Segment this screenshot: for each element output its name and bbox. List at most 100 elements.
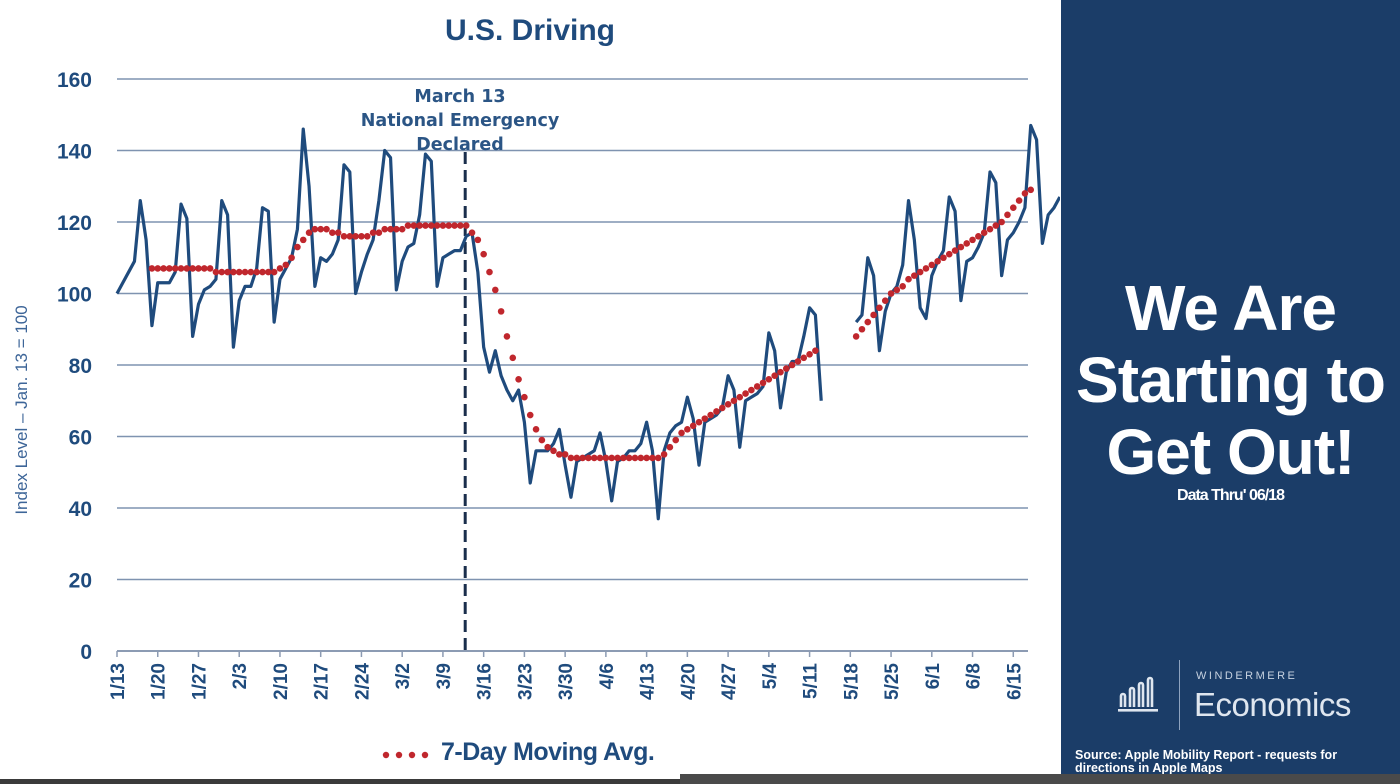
moving-avg-point [550, 447, 557, 455]
data-thru-label: Data Thru' 06/18 [1177, 487, 1285, 504]
moving-avg-point [369, 229, 377, 237]
moving-avg-point [1015, 197, 1023, 204]
moving-avg-point [980, 229, 988, 237]
moving-avg-point [387, 225, 394, 233]
moving-avg-point [160, 265, 167, 272]
x-tick-label: 4/27 [719, 663, 740, 700]
moving-avg-point [462, 222, 470, 229]
moving-avg-point [643, 454, 650, 462]
moving-avg-point [876, 304, 883, 312]
moving-avg-point [317, 225, 325, 233]
moving-avg-point [881, 297, 889, 304]
y-tick-label: 100 [57, 284, 92, 307]
moving-avg-point [241, 268, 249, 276]
moving-avg-point [765, 376, 773, 383]
moving-avg-point [282, 261, 290, 269]
moving-avg-point [457, 222, 464, 229]
moving-avg-point [631, 454, 639, 462]
moving-avg-point [1021, 190, 1029, 197]
moving-avg-point [957, 243, 965, 251]
moving-avg-point [870, 311, 877, 319]
moving-avg-point [660, 451, 668, 458]
moving-avg-point [590, 454, 598, 462]
moving-avg-point [247, 268, 255, 276]
moving-avg-point [538, 436, 546, 444]
y-tick-label: 0 [80, 641, 92, 664]
moving-avg-point [736, 393, 744, 401]
moving-avg-point [526, 411, 534, 419]
moving-avg-point [503, 333, 511, 340]
moving-avg-point [521, 393, 528, 401]
moving-avg-point [625, 454, 633, 462]
moving-avg-point [998, 218, 1005, 226]
moving-avg-point [201, 265, 208, 272]
moving-avg-point [329, 229, 336, 237]
moving-avg-point [480, 250, 487, 258]
moving-avg-point [934, 258, 941, 265]
moving-avg-point [270, 268, 278, 276]
moving-avg-point [666, 443, 674, 451]
y-tick-label: 140 [57, 141, 92, 164]
moving-avg-point [730, 397, 738, 405]
moving-avg-point [1027, 186, 1035, 194]
moving-avg-point [864, 318, 872, 326]
moving-avg-point [422, 222, 429, 229]
moving-avg-point [724, 401, 732, 408]
moving-avg-point [777, 368, 784, 376]
moving-avg-point [183, 265, 191, 272]
moving-avg-point [561, 451, 569, 458]
moving-avg-point [899, 283, 906, 290]
headline-line-3: Get Out! [1106, 416, 1356, 488]
moving-avg-point [783, 365, 790, 372]
moving-avg-point [451, 222, 458, 229]
moving-avg-point [911, 272, 918, 279]
moving-avg-point [206, 265, 214, 272]
moving-avg-point [340, 233, 348, 240]
y-tick-label: 60 [69, 427, 92, 450]
moving-avg-point [748, 386, 755, 394]
moving-avg-point [672, 436, 680, 444]
moving-avg-point [759, 379, 767, 387]
moving-avg-point [637, 454, 645, 462]
moving-avg-point [265, 268, 272, 276]
moving-avg-point [410, 222, 418, 229]
moving-avg-point [689, 422, 697, 430]
moving-avg-point [986, 225, 994, 233]
x-tick-label: 1/20 [149, 663, 170, 700]
moving-avg-point [299, 236, 307, 244]
moving-avg-point [486, 268, 493, 276]
annotation-label-line: Declared [416, 135, 504, 155]
moving-avg-point [393, 225, 400, 233]
moving-avg-point [969, 236, 976, 244]
moving-avg-point [218, 268, 226, 276]
moving-avg-point [474, 236, 482, 244]
moving-avg-point [573, 454, 581, 462]
moving-avg-point [195, 265, 202, 272]
moving-avg-point [323, 225, 330, 233]
moving-avg-point [940, 254, 947, 262]
moving-avg-point [427, 222, 435, 229]
moving-avg-point [771, 372, 778, 380]
moving-avg-point [148, 265, 156, 272]
x-tick-label: 4/13 [638, 663, 659, 700]
chart-area: U.S. Driving 0 20 40 60 80 100 120 140 160 1/13 1/… [12, 14, 1060, 766]
x-tick-label: 4/6 [597, 663, 618, 689]
moving-avg-point [544, 443, 551, 451]
headline-line-1: We Are [1125, 272, 1337, 344]
moving-avg-point [346, 233, 354, 240]
moving-avg-point [352, 233, 359, 240]
moving-avg-point [288, 254, 295, 262]
y-axis-label: Index Level – Jan. 13 = 100 [12, 305, 31, 514]
moving-avg-point [788, 361, 796, 369]
annotation-label-line: National Emergency [361, 111, 560, 131]
moving-avg-point [445, 222, 453, 229]
moving-avg-point [602, 454, 610, 462]
x-tick-label: 5/4 [760, 663, 781, 690]
moving-avg-point [945, 250, 953, 258]
x-tick-label: 2/10 [271, 663, 292, 700]
moving-avg-point [468, 229, 476, 237]
moving-avg-point [567, 454, 575, 462]
headline: We Are Starting to Get Out! [1061, 272, 1400, 488]
moving-avg-point [334, 229, 342, 237]
moving-avg-point [928, 261, 936, 269]
